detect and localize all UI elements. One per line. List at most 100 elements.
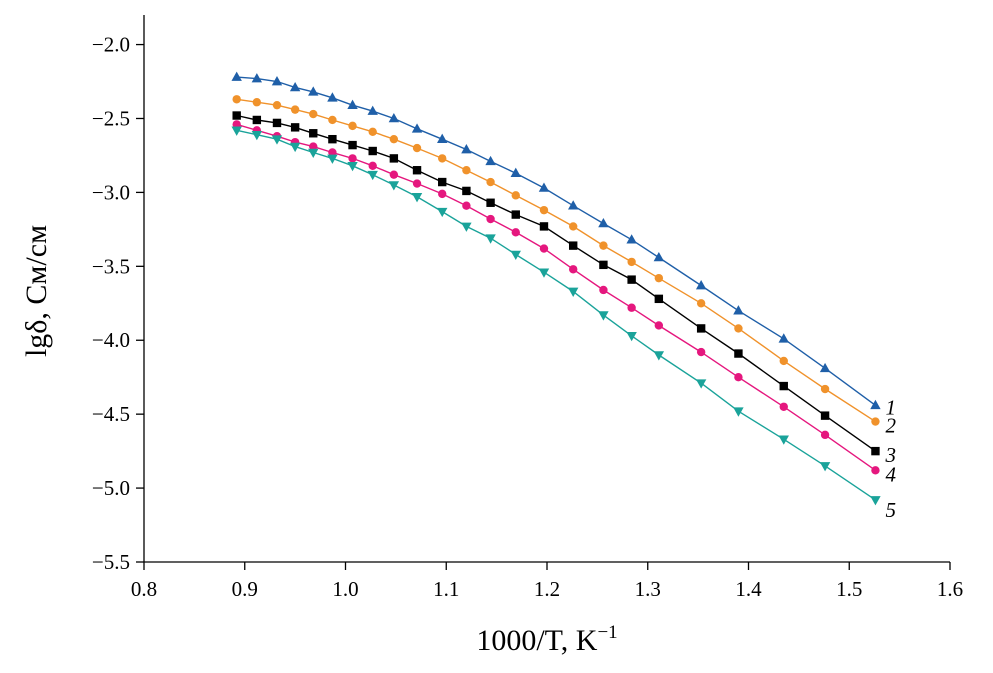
data-point xyxy=(309,109,318,119)
series-group xyxy=(231,71,881,506)
data-point xyxy=(232,95,241,104)
data-point xyxy=(388,181,400,191)
data-point xyxy=(599,260,608,270)
data-point xyxy=(510,167,521,177)
y-tick-label: −4.5 xyxy=(92,402,130,426)
y-tick-label: −3.0 xyxy=(92,180,130,204)
y-ticks: −2.0 −2.5 −3.0 −3.5 −4.0 −4.5 −5.0 −5.5 xyxy=(92,33,144,574)
data-point xyxy=(696,347,706,357)
data-point xyxy=(511,191,520,200)
data-point xyxy=(368,146,377,156)
data-point xyxy=(819,362,831,373)
data-point xyxy=(328,115,337,125)
data-point xyxy=(347,99,358,109)
x-tick-label: 1.5 xyxy=(836,577,862,601)
data-point xyxy=(232,120,241,129)
x-tick-label: 0.8 xyxy=(131,577,157,601)
data-point xyxy=(389,134,399,144)
data-point xyxy=(539,205,549,215)
x-axis-title-superscript: −1 xyxy=(597,622,617,643)
data-point xyxy=(627,275,636,284)
data-point xyxy=(389,154,399,163)
data-point xyxy=(538,182,550,192)
data-point xyxy=(486,198,495,207)
data-point xyxy=(438,154,447,163)
data-point xyxy=(486,177,495,187)
data-point xyxy=(871,417,880,426)
data-point xyxy=(511,210,520,219)
x-ticks: 0.8 0.9 1.0 1.1 1.2 1.3 1.4 1.5 1.6 xyxy=(131,562,963,601)
series-labels: 12 34 5 xyxy=(884,395,896,522)
data-point xyxy=(654,273,664,283)
data-point xyxy=(626,332,637,342)
x-tick-label: 1.6 xyxy=(937,577,963,601)
data-point xyxy=(368,127,377,136)
data-point xyxy=(231,71,242,81)
data-point xyxy=(289,81,301,92)
y-tick-label: −5.0 xyxy=(92,476,130,500)
data-point xyxy=(251,73,263,83)
data-point xyxy=(870,399,881,410)
data-point xyxy=(412,166,422,175)
series-line xyxy=(236,129,876,501)
data-point xyxy=(289,142,301,153)
data-point xyxy=(734,349,743,358)
data-point xyxy=(308,86,319,96)
data-point xyxy=(696,324,706,333)
data-point xyxy=(327,92,338,102)
series-label-3: 3 xyxy=(884,443,896,467)
data-point xyxy=(654,294,664,304)
data-point xyxy=(309,142,318,151)
data-point xyxy=(462,166,471,175)
data-point xyxy=(348,140,357,150)
data-point xyxy=(412,143,422,153)
data-point xyxy=(271,76,283,86)
data-point xyxy=(251,130,263,141)
x-tick-label: 0.9 xyxy=(232,577,258,601)
data-point xyxy=(367,105,378,115)
data-point xyxy=(599,241,608,250)
data-point xyxy=(412,179,422,188)
data-point xyxy=(567,287,579,297)
data-point xyxy=(779,381,788,391)
data-point xyxy=(695,379,707,389)
data-point xyxy=(511,228,520,237)
data-point xyxy=(327,154,338,164)
series-label-2: 2 xyxy=(885,414,896,438)
data-point xyxy=(538,268,550,278)
data-point xyxy=(348,121,357,131)
series-label-1: 1 xyxy=(885,395,896,419)
data-point xyxy=(438,189,447,199)
data-point xyxy=(568,241,578,250)
data-point xyxy=(231,126,242,136)
series-label-4: 4 xyxy=(885,462,896,486)
x-tick-label: 1.1 xyxy=(433,577,459,601)
data-point xyxy=(654,321,664,330)
data-point xyxy=(734,324,743,333)
data-point xyxy=(411,193,423,203)
data-point xyxy=(252,115,262,125)
data-point xyxy=(871,446,880,456)
data-point xyxy=(820,411,830,420)
data-point xyxy=(271,135,283,145)
series-label-5: 5 xyxy=(885,498,896,522)
x-tick-label: 1.2 xyxy=(534,577,560,601)
x-tick-label: 1.0 xyxy=(332,577,358,601)
data-point xyxy=(272,118,282,128)
data-point xyxy=(819,462,831,472)
data-point xyxy=(438,177,447,187)
data-point xyxy=(627,257,636,267)
data-point xyxy=(568,265,578,274)
data-point xyxy=(871,466,880,475)
data-point xyxy=(778,435,789,445)
data-point xyxy=(568,222,578,231)
data-point xyxy=(485,155,496,166)
data-point xyxy=(485,234,496,244)
data-point xyxy=(290,105,300,114)
data-point xyxy=(733,407,744,417)
data-point xyxy=(437,133,448,143)
series-5 xyxy=(231,126,881,506)
series-line xyxy=(236,76,876,406)
data-point xyxy=(779,356,788,366)
y-tick-label: −3.5 xyxy=(92,254,130,278)
